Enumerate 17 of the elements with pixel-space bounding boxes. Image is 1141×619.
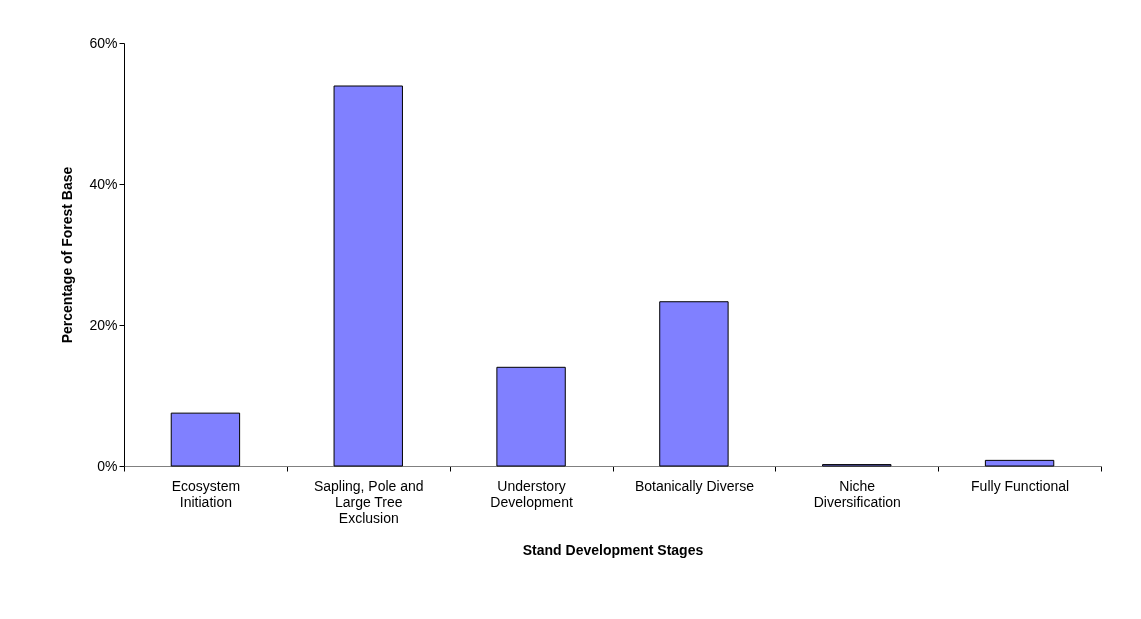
y-tick-label: 20% xyxy=(89,316,118,333)
y-tick-label: 40% xyxy=(89,175,118,192)
x-axis-title: Stand Development Stages xyxy=(522,541,704,558)
y-tick-label: 60% xyxy=(89,34,118,51)
x-tick-label: Ecosystem Initiation xyxy=(171,477,241,510)
x-tick-label: Niche Diversification xyxy=(813,477,901,510)
y-axis-title: Percentage of Forest Base xyxy=(59,166,76,344)
bar xyxy=(984,459,1055,467)
x-tick-label: Fully Functional xyxy=(971,477,1070,494)
x-tick-label: Botanically Diverse xyxy=(634,477,755,494)
bar xyxy=(333,85,403,467)
bar xyxy=(170,412,241,467)
y-tick-label: 0% xyxy=(97,457,118,474)
x-tick-label: Sapling, Pole and Large Tree Exclusion xyxy=(313,477,424,526)
x-tick-label: Understory Development xyxy=(490,477,573,510)
bar xyxy=(496,366,566,467)
bar xyxy=(659,301,729,467)
